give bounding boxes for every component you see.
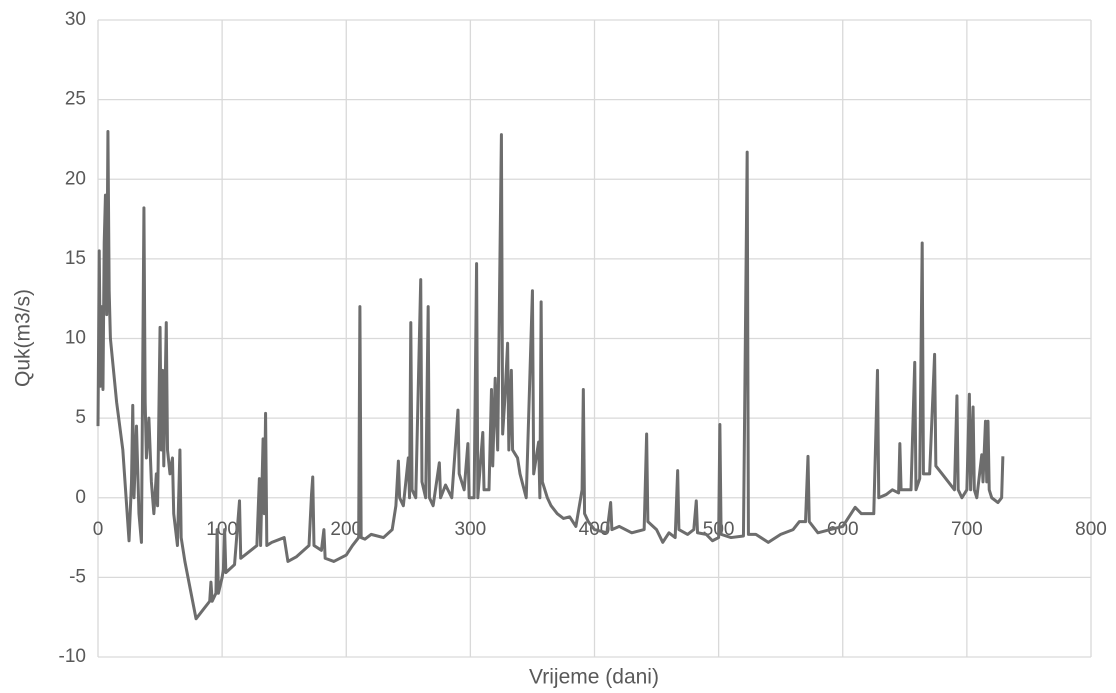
- y-tick-label: 5: [75, 407, 86, 428]
- x-tick-label: 700: [951, 519, 983, 540]
- y-tick-label: 30: [65, 9, 86, 30]
- y-tick-label: 10: [65, 328, 86, 349]
- x-tick-label: 600: [827, 519, 859, 540]
- x-axis-label: Vrijeme (dani): [529, 666, 659, 689]
- x-tick-label: 100: [206, 519, 238, 540]
- y-tick-label: 0: [75, 487, 86, 508]
- x-tick-label: 200: [330, 519, 362, 540]
- y-tick-label: 25: [65, 89, 86, 110]
- y-tick-label: -10: [59, 646, 86, 667]
- y-tick-label: 15: [65, 248, 86, 269]
- y-tick-label: 20: [65, 168, 86, 189]
- y-tick-label: -5: [69, 566, 86, 587]
- x-tick-label: 0: [93, 519, 104, 540]
- y-axis-label: Quk(m3/s): [12, 289, 35, 387]
- x-tick-label: 800: [1075, 519, 1107, 540]
- data-line: [96, 129, 1005, 621]
- x-tick-label: 300: [455, 519, 487, 540]
